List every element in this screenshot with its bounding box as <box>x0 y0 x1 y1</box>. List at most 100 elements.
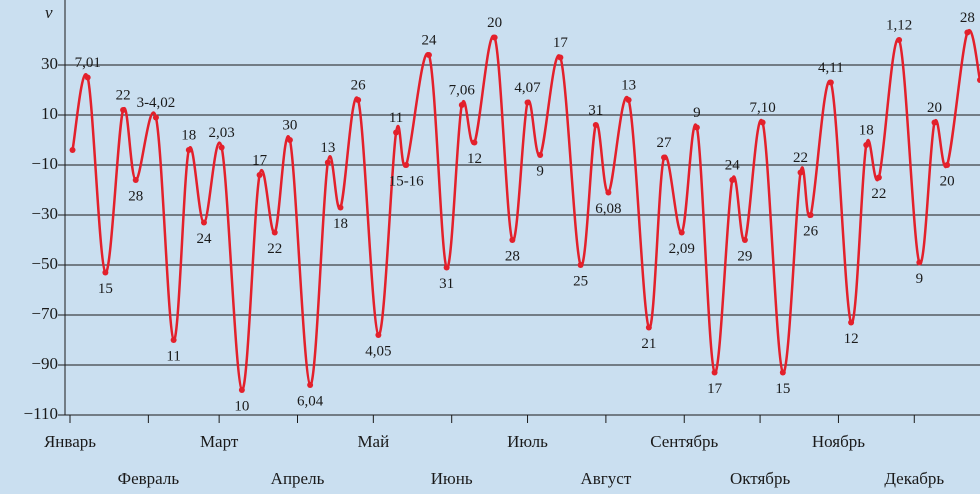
point-label: 3-4,02 <box>137 95 176 111</box>
y-tick-label: 10 <box>41 104 58 123</box>
x-tick-label: Март <box>200 432 239 451</box>
data-point <box>827 79 834 86</box>
data-point <box>458 102 465 108</box>
point-label: 17 <box>707 381 723 397</box>
data-point <box>661 154 668 161</box>
data-point <box>425 52 432 58</box>
point-label: 17 <box>553 35 569 51</box>
point-label: 7,01 <box>75 55 101 71</box>
x-tick-label: Ноябрь <box>812 432 865 451</box>
point-label: 11 <box>166 348 180 364</box>
x-tick-label: Июнь <box>431 469 473 488</box>
point-label: 7,06 <box>449 82 476 98</box>
y-tick-label: −70 <box>31 304 58 323</box>
point-label: 28 <box>505 248 520 264</box>
point-label: 28 <box>960 10 975 26</box>
data-point <box>577 262 584 268</box>
data-point <box>863 142 870 148</box>
data-point <box>896 37 903 43</box>
data-point <box>779 369 786 376</box>
x-tick-label: Декабрь <box>884 469 944 488</box>
data-point <box>807 212 814 218</box>
data-point <box>592 122 599 128</box>
point-label: 2,09 <box>669 241 695 257</box>
point-label: 31 <box>588 102 603 118</box>
point-label: 28 <box>128 188 143 204</box>
data-point <box>605 189 612 196</box>
x-tick-label: Май <box>357 432 389 451</box>
point-label: 9 <box>693 105 701 121</box>
data-point <box>403 162 410 168</box>
data-point <box>218 144 225 151</box>
data-point <box>916 259 923 266</box>
point-label: 26 <box>803 223 819 239</box>
point-label: 11 <box>389 110 403 126</box>
point-label: 22 <box>793 150 808 166</box>
data-point <box>238 387 245 393</box>
point-label: 12 <box>844 331 859 347</box>
data-point <box>509 237 516 243</box>
x-tick-label: Август <box>581 469 632 488</box>
point-label: 15 <box>98 281 113 297</box>
point-label: 25 <box>573 273 588 289</box>
point-label: 13 <box>621 77 636 93</box>
point-label: 15-16 <box>389 173 424 189</box>
point-label: 24 <box>421 32 437 48</box>
data-point <box>875 174 882 181</box>
point-label: 18 <box>181 127 196 143</box>
data-point <box>711 369 718 376</box>
point-label: 30 <box>282 117 297 133</box>
point-label: 6,08 <box>595 201 621 217</box>
point-label: 24 <box>196 231 212 247</box>
data-point <box>759 119 766 126</box>
data-point <box>152 114 159 121</box>
y-tick-label: −10 <box>31 154 58 173</box>
data-point <box>185 147 192 153</box>
point-label: 13 <box>320 140 335 156</box>
point-label: 4,07 <box>514 80 541 96</box>
point-label: 20 <box>487 15 502 31</box>
point-label: 31 <box>439 276 454 292</box>
y-tick-label: 30 <box>41 54 58 73</box>
point-label: 9 <box>916 271 924 287</box>
point-label: 22 <box>267 241 282 257</box>
point-label: 6,04 <box>297 393 324 409</box>
point-label: 22 <box>116 87 131 103</box>
point-label: 24 <box>725 157 741 173</box>
data-point <box>324 159 331 166</box>
point-label: 27 <box>657 135 673 151</box>
x-tick-label: Октябрь <box>730 469 790 488</box>
point-label: 22 <box>871 186 886 202</box>
data-point <box>944 162 951 168</box>
data-point <box>200 219 207 226</box>
point-label: 29 <box>737 248 752 264</box>
point-label: 10 <box>234 398 249 414</box>
data-point <box>337 204 344 211</box>
data-point <box>678 229 685 236</box>
point-label: 7,10 <box>749 100 775 116</box>
point-label: 9 <box>536 163 544 179</box>
data-point <box>931 119 938 126</box>
point-label: 18 <box>859 122 874 138</box>
data-point <box>741 237 748 243</box>
data-point <box>170 337 177 343</box>
data-point <box>645 324 652 331</box>
data-point <box>524 99 531 106</box>
data-line <box>71 28 980 392</box>
data-point <box>471 139 478 146</box>
point-label: 1,12 <box>886 17 912 33</box>
data-point <box>537 152 544 158</box>
point-label: 12 <box>467 151 482 167</box>
data-point <box>557 54 564 61</box>
point-label: 4,11 <box>818 60 844 76</box>
x-tick-label: Февраль <box>118 469 180 488</box>
point-label: 21 <box>641 336 656 352</box>
y-tick-label: −50 <box>31 254 58 273</box>
data-point <box>393 129 400 136</box>
data-point <box>69 147 76 153</box>
y-axis-label: v <box>45 3 53 22</box>
data-point <box>729 177 736 183</box>
data-point <box>375 332 382 338</box>
